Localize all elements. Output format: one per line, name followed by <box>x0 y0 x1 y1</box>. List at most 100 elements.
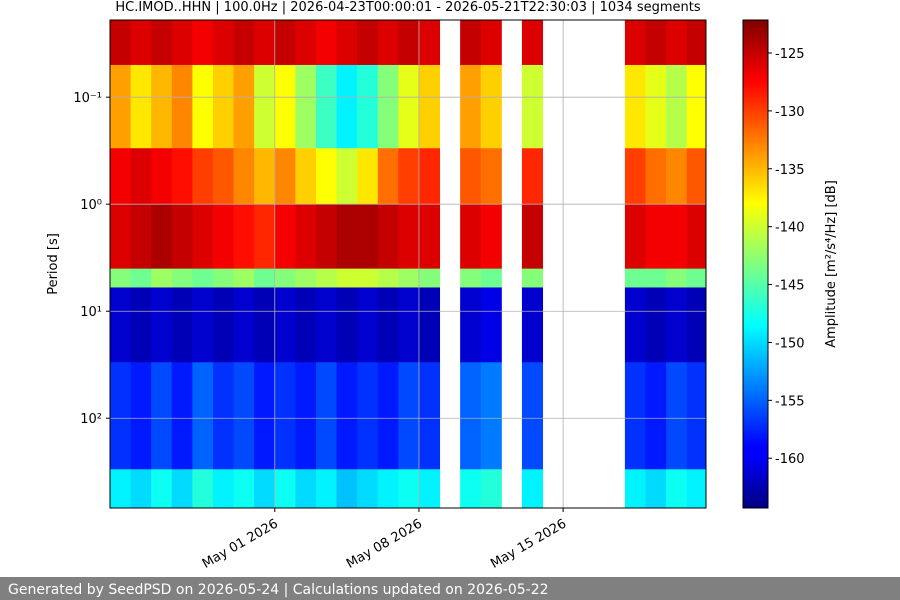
heatmap-cell <box>110 268 132 288</box>
heatmap-cell <box>624 148 646 205</box>
heatmap-cell <box>666 362 688 470</box>
heatmap-cell <box>130 20 152 66</box>
heatmap-cell <box>418 362 441 470</box>
heatmap-cell <box>274 287 296 363</box>
heatmap-cell <box>624 20 646 66</box>
heatmap-cell <box>295 469 317 508</box>
x-tick-label: May 08 2026 <box>344 516 425 571</box>
heatmap-cell <box>480 148 502 205</box>
heatmap-cell <box>192 287 214 363</box>
heatmap-cell <box>521 469 544 508</box>
heatmap-cell <box>418 469 441 508</box>
heatmap-cell <box>315 148 338 205</box>
heatmap-cell <box>336 287 358 363</box>
heatmap-cell <box>666 64 688 149</box>
colorbar-tick-label: -135 <box>775 163 805 178</box>
heatmap-cell <box>336 268 358 288</box>
colorbar-tick-label: -130 <box>775 105 805 120</box>
heatmap-cell <box>377 287 399 363</box>
colorbar <box>742 19 769 509</box>
x-tick-label: May 15 2026 <box>488 516 569 571</box>
heatmap-cell <box>460 469 482 508</box>
heatmap-cell <box>480 469 502 508</box>
heatmap-cell <box>521 20 544 66</box>
heatmap-cell <box>418 64 441 149</box>
heatmap-cell <box>624 268 646 288</box>
heatmap-cell <box>398 64 420 149</box>
heatmap-cell <box>233 287 255 363</box>
grid <box>110 20 706 508</box>
heatmap-cell <box>336 204 358 270</box>
heatmap-cell <box>398 268 420 288</box>
heatmap-cell <box>274 148 296 205</box>
heatmap-cell <box>233 204 255 270</box>
heatmap-cell <box>666 20 688 66</box>
y-tick-label: 10⁰ <box>80 198 102 213</box>
heatmap-cell <box>315 20 338 66</box>
heatmap-cell <box>377 362 399 470</box>
heatmap-cell <box>151 204 173 270</box>
heatmap-cell <box>295 362 317 470</box>
heatmap-cell <box>110 204 132 270</box>
heatmap-cell <box>624 469 646 508</box>
heatmap-cell <box>418 20 441 66</box>
heatmap-cell <box>254 362 276 470</box>
heatmap-cell <box>192 469 214 508</box>
heatmap-cell <box>377 64 399 149</box>
heatmap-cell <box>171 20 193 66</box>
heatmap-cell <box>398 362 420 470</box>
heatmap-cell <box>192 64 214 149</box>
heatmap-cell <box>233 469 255 508</box>
heatmap-cell <box>171 204 193 270</box>
heatmap-cell <box>192 20 214 66</box>
heatmap-cell <box>521 287 544 363</box>
heatmap-cell <box>233 268 255 288</box>
heatmap-cell <box>151 469 173 508</box>
heatmap-cell <box>645 362 667 470</box>
heatmap-cell <box>274 268 296 288</box>
colorbar-tick-label: -145 <box>775 279 805 294</box>
heatmap-cell <box>274 20 296 66</box>
heatmap-cell <box>295 20 317 66</box>
heatmap-cell <box>460 268 482 288</box>
heatmap-cell <box>377 148 399 205</box>
heatmap-cell <box>171 64 193 149</box>
heatmap-cell <box>212 469 235 508</box>
colorbar-tick-label: -150 <box>775 336 805 351</box>
heatmap-cell <box>666 204 688 270</box>
heatmap-cell <box>666 148 688 205</box>
heatmap-cell <box>254 204 276 270</box>
plot-frame <box>109 19 707 509</box>
heatmap-cell <box>254 287 276 363</box>
heatmap-cell <box>418 204 441 270</box>
heatmap-cell <box>377 268 399 288</box>
heatmap-cell <box>686 268 706 288</box>
heatmap-cell <box>686 20 706 66</box>
heatmap-cell <box>624 362 646 470</box>
heatmap-cell <box>480 268 502 288</box>
heatmap-cell <box>130 204 152 270</box>
heatmap-cell <box>295 148 317 205</box>
heatmap-cell <box>666 287 688 363</box>
chart-title: HC.IMOD..HHN | 100.0Hz | 2026-04-23T00:0… <box>115 0 701 15</box>
heatmap-cell <box>357 469 379 508</box>
heatmap-cell <box>274 204 296 270</box>
heatmap-cell <box>192 268 214 288</box>
heatmap-cell <box>398 148 420 205</box>
heatmap-cell <box>624 287 646 363</box>
heatmap-cell <box>336 469 358 508</box>
heatmap-cell <box>315 469 338 508</box>
x-tick-label: May 01 2026 <box>200 516 281 571</box>
heatmap-cell <box>212 287 235 363</box>
heatmap-cell <box>110 64 132 149</box>
heatmap-cell <box>151 287 173 363</box>
footer-bar <box>0 577 900 600</box>
heatmap-cell <box>666 469 688 508</box>
heatmap-cell <box>130 148 152 205</box>
heatmap-cell <box>171 148 193 205</box>
heatmap-cell <box>315 287 338 363</box>
heatmap-cell <box>480 20 502 66</box>
heatmap-cell <box>645 64 667 149</box>
